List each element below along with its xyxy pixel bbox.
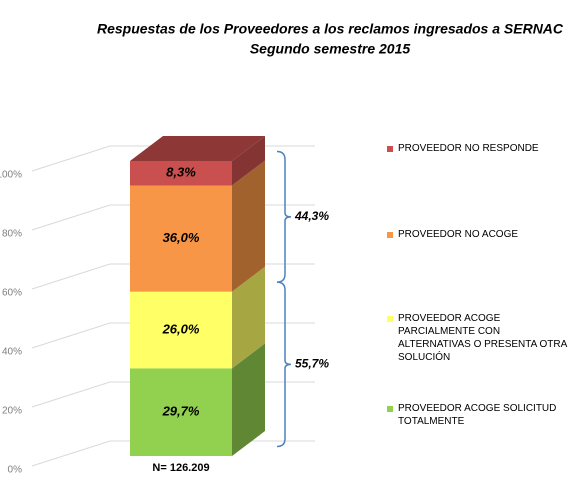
value-label: 36,0% (163, 230, 200, 245)
y-tick-label: 80% (2, 229, 22, 240)
bar-segment (130, 185, 232, 292)
chart-title: Respuestas de los Proveedores a los recl… (97, 21, 564, 37)
legend-swatch (387, 146, 393, 152)
bar-segment (130, 368, 232, 456)
legend-swatch (387, 406, 393, 412)
bracket-label: 44,3% (294, 209, 329, 223)
bar-segment (130, 291, 232, 369)
y-tick-label: 20% (2, 406, 22, 417)
y-tick-label: 0% (8, 465, 23, 476)
bracket (276, 150, 292, 283)
legend-label: PROVEEDOR NO ACOGE (398, 229, 519, 240)
legend-label: PROVEEDOR NO RESPONDE (398, 143, 539, 154)
value-label: 8,3% (166, 165, 196, 180)
bar-side (232, 136, 265, 186)
legend-swatch (387, 232, 393, 238)
y-tick-label: 40% (2, 347, 22, 358)
bracket-label: 55,7% (295, 357, 329, 371)
chart-subtitle: Segundo semestre 2015 (250, 41, 411, 57)
bar-segment (130, 161, 232, 186)
bar-side (232, 343, 265, 456)
legend-label: PROVEEDOR ACOGE PARCIALMENTE CON ALTERNA… (398, 313, 567, 363)
legend-swatch (387, 316, 393, 322)
x-tick-label: N= 126.209 (152, 462, 209, 474)
bracket (276, 281, 292, 448)
bar-side (232, 266, 265, 369)
value-label: 29,7% (162, 404, 200, 419)
bar-top (130, 136, 265, 161)
bar-side (232, 160, 265, 292)
y-tick-label: 60% (2, 288, 22, 299)
value-label: 26,0% (162, 321, 200, 336)
legend-label: PROVEEDOR ACOGE SOLICITUD TOTALMENTE (398, 403, 557, 427)
y-tick-label: 100% (0, 170, 22, 181)
